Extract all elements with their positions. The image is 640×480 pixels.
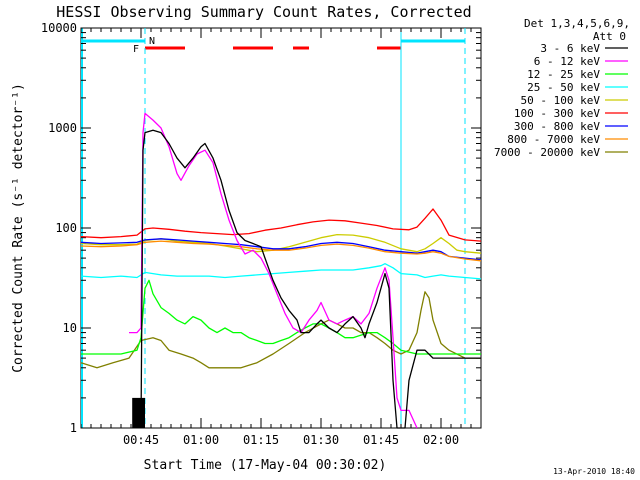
y-tick-label: 1 bbox=[70, 421, 77, 435]
legend-label: 300 - 800 keV bbox=[514, 120, 600, 133]
data-block bbox=[132, 397, 145, 428]
x-tick-label: 01:30 bbox=[303, 433, 339, 447]
x-axis-label: Start Time (17-May-04 00:30:02) bbox=[144, 458, 387, 473]
series-line bbox=[140, 129, 481, 429]
legend-label: 6 - 12 keV bbox=[534, 55, 601, 68]
legend-header-line-1: Det 1,3,4,5,6,9, bbox=[524, 17, 630, 30]
series-line bbox=[81, 279, 481, 355]
y-tick-label: 10000 bbox=[41, 21, 77, 35]
chart-title: HESSI Observing Summary Count Rates, Cor… bbox=[56, 3, 471, 21]
y-tick-label: 100 bbox=[55, 221, 77, 235]
legend-label: 12 - 25 keV bbox=[527, 68, 600, 81]
legend-label: 3 - 6 keV bbox=[540, 42, 600, 55]
x-tick-label: 01:00 bbox=[183, 433, 219, 447]
x-tick-label: 00:45 bbox=[123, 433, 159, 447]
series-line bbox=[129, 112, 418, 429]
series-line bbox=[80, 208, 482, 242]
legend-label: 800 - 7000 keV bbox=[507, 133, 600, 146]
x-tick-label: 02:00 bbox=[423, 433, 459, 447]
series-line bbox=[80, 240, 482, 262]
x-tick-label: 01:15 bbox=[243, 433, 279, 447]
y-tick-label: 1000 bbox=[48, 121, 77, 135]
y-tick-label: 10 bbox=[63, 321, 77, 335]
plot-area: FN 1 10 100 1000 10000 00:45 01:00 01:15 01:30 01:… bbox=[41, 21, 482, 447]
legend-label: 100 - 300 keV bbox=[514, 107, 600, 120]
timestamp: 13-Apr-2010 18:40 bbox=[553, 467, 635, 476]
legend-header-line-2: Att 0 bbox=[593, 30, 626, 43]
legend-label: 7000 - 20000 keV bbox=[494, 146, 600, 159]
y-axis-label: Corrected Count Rate (s⁻¹ detector⁻¹) bbox=[11, 83, 26, 373]
series-line bbox=[80, 238, 482, 261]
legend-label: 50 - 100 keV bbox=[521, 94, 601, 107]
flag-label-N: N bbox=[149, 36, 155, 47]
x-tick-label: 01:45 bbox=[363, 433, 399, 447]
series-line bbox=[80, 263, 482, 280]
flag-label-F: F bbox=[133, 44, 139, 55]
legend-label: 25 - 50 keV bbox=[527, 81, 600, 94]
